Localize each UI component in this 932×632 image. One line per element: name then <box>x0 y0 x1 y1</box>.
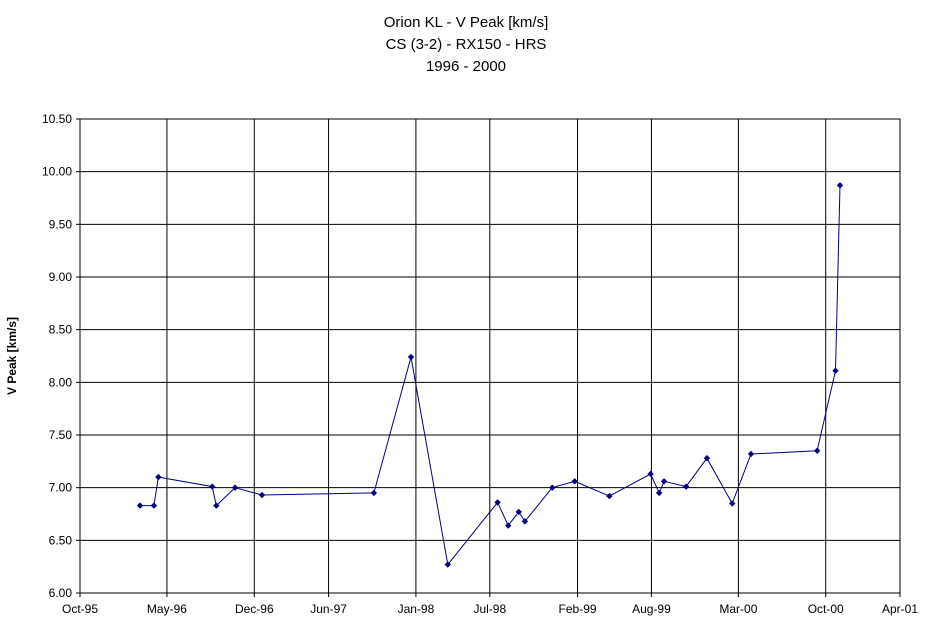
x-tick-label: Jul-98 <box>473 602 506 616</box>
y-tick-label: 7.00 <box>49 481 73 495</box>
y-tick-label: 7.50 <box>49 428 73 442</box>
y-tick-label: 10.00 <box>42 165 72 179</box>
x-tick-label: Jun-97 <box>310 602 347 616</box>
data-point-marker <box>407 353 415 361</box>
y-tick-label: 9.50 <box>49 217 73 231</box>
data-point-marker <box>647 470 654 478</box>
y-tick-label: 8.50 <box>49 323 73 337</box>
data-point-marker <box>660 478 668 485</box>
data-point-marker <box>136 502 144 509</box>
data-point-marker <box>606 492 613 500</box>
data-point-marker <box>549 484 556 491</box>
data-point-marker <box>150 502 158 509</box>
data-point-marker <box>155 473 162 481</box>
x-tick-label: May-96 <box>147 602 187 616</box>
data-point-marker <box>504 522 512 529</box>
data-point-marker <box>231 484 239 491</box>
data-point-marker <box>258 491 266 499</box>
x-tick-label: Aug-99 <box>632 602 671 616</box>
data-point-marker <box>494 499 501 506</box>
data-point-marker <box>521 518 529 525</box>
x-tick-label: Oct-00 <box>808 602 844 616</box>
x-tick-label: Dec-96 <box>235 602 274 616</box>
x-tick-label: Mar-00 <box>719 602 757 616</box>
y-tick-label: 6.00 <box>49 586 73 600</box>
data-point-marker <box>729 500 736 507</box>
data-point-marker <box>682 483 690 490</box>
data-point-marker <box>213 502 220 509</box>
data-point-marker <box>444 561 451 568</box>
data-point-marker <box>703 454 711 462</box>
x-tick-label: Jan-98 <box>398 602 435 616</box>
data-point-marker <box>370 489 378 497</box>
data-point-marker <box>515 508 522 516</box>
y-tick-label: 6.50 <box>49 533 73 547</box>
data-point-marker <box>209 483 216 490</box>
plot-frame <box>79 118 901 594</box>
data-point-marker <box>813 447 821 454</box>
chart-title-line-1: Orion KL - V Peak [km/s] <box>383 14 549 31</box>
x-tick-label: Apr-01 <box>882 602 918 616</box>
data-point-marker <box>832 367 839 374</box>
chart-title-line-3: 1996 - 2000 <box>425 58 507 75</box>
data-point-marker <box>836 182 844 189</box>
y-tick-label: 10.50 <box>42 112 72 126</box>
data-point-marker <box>747 450 755 458</box>
chart-title-line-2: CS (3-2) - RX150 - HRS <box>385 36 547 53</box>
x-tick-label: Feb-99 <box>559 602 597 616</box>
data-point-marker <box>571 478 578 485</box>
y-tick-label: 9.00 <box>49 270 73 284</box>
x-tick-label: Oct-95 <box>62 602 98 616</box>
data-point-marker <box>655 489 663 497</box>
y-tick-label: 8.00 <box>49 375 73 389</box>
